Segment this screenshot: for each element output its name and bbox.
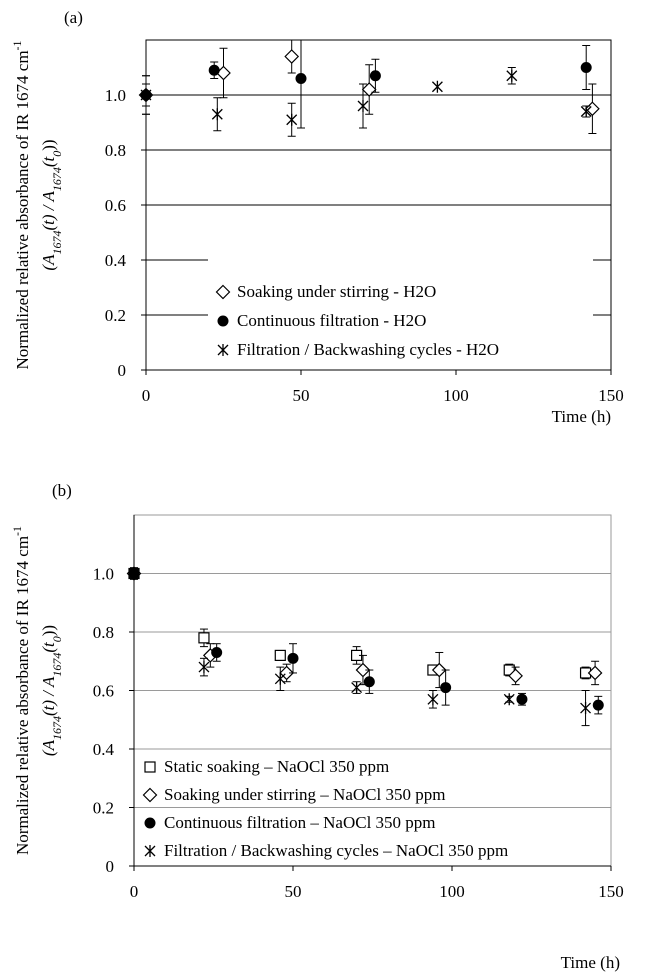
series-3 <box>140 67 592 137</box>
data-point <box>431 662 447 678</box>
x-tick-label: 150 <box>598 882 624 901</box>
y-tick-label: 0.6 <box>105 196 126 215</box>
data-point <box>287 652 299 664</box>
legend: Soaking under stirring - H2O Continuous f… <box>215 282 499 359</box>
series-1 <box>128 567 592 680</box>
data-point <box>580 62 592 73</box>
legend-entry: Continuous filtration – NaOCl 350 ppm <box>164 813 436 832</box>
legend-marker <box>144 817 156 829</box>
y-axis-label: Normalized relative absorbance of IR 167… <box>10 526 32 855</box>
y-tick-label: 0.4 <box>93 740 115 759</box>
y-tick-label: 0 <box>118 361 127 380</box>
x-tick-label: 50 <box>285 882 302 901</box>
data-point <box>355 662 371 678</box>
legend-marker <box>215 284 231 300</box>
x-tick-label: 100 <box>439 882 465 901</box>
x-axis-label: Time (h) <box>552 407 611 426</box>
panel-label: (b) <box>52 481 72 500</box>
data-point <box>274 672 286 685</box>
chart-panel-b: (b) 0 0.2 0.4 0.6 0.8 1.0 0 50 100 150 Time (h) Norm… <box>10 481 624 972</box>
y-tick-label: 0.6 <box>93 682 114 701</box>
series-1 <box>138 39 600 134</box>
legend-marker <box>144 761 156 773</box>
data-point <box>427 693 439 706</box>
data-point <box>506 69 518 82</box>
data-point <box>295 73 307 84</box>
data-point <box>198 661 210 674</box>
y-tick-label: 0.8 <box>93 623 114 642</box>
y-tick-label: 0.4 <box>105 251 127 270</box>
data-point <box>592 699 604 711</box>
legend-entry: Soaking under stirring – NaOCl 350 ppm <box>164 785 445 804</box>
legend-entry: Filtration / Backwashing cycles – NaOCl … <box>164 841 508 860</box>
data-point <box>211 646 223 658</box>
data-point <box>580 702 592 715</box>
data-point <box>357 100 369 112</box>
panel-label: (a) <box>64 8 83 27</box>
data-point <box>208 64 220 76</box>
legend-marker <box>217 315 229 327</box>
data-point <box>508 668 523 684</box>
y-tick-label: 1.0 <box>93 565 114 584</box>
y-tick-label: 0.2 <box>93 799 114 818</box>
data-point <box>351 681 363 694</box>
data-point <box>274 649 286 662</box>
chart-panel-a: (a) 0 0.2 0.4 0.6 0.8 1.0 0 50 100 150 Time (h) Norm… <box>10 8 624 426</box>
y-tick-label: 0.8 <box>105 141 126 160</box>
data-point <box>284 49 300 64</box>
x-tick-label: 150 <box>598 386 624 405</box>
data-point <box>516 693 528 705</box>
data-point <box>140 89 152 101</box>
data-point <box>286 113 298 126</box>
x-tick-label: 0 <box>142 386 151 405</box>
gridlines <box>134 573 611 808</box>
x-tick-label: 0 <box>130 882 139 901</box>
legend-entry: Soaking under stirring - H2O <box>237 282 436 301</box>
y-tick-label: 0 <box>106 857 115 876</box>
legend-entry: Continuous filtration - H2O <box>237 311 426 330</box>
legend-entry: Static soaking – NaOCl 350 ppm <box>164 757 389 776</box>
y-tick-label: 1.0 <box>105 86 126 105</box>
data-point <box>363 676 375 688</box>
legend: Static soaking – NaOCl 350 ppm Soaking un… <box>142 757 508 860</box>
x-tick-label: 100 <box>443 386 469 405</box>
data-point <box>198 632 210 644</box>
series-4 <box>128 567 592 727</box>
x-axis-label: Time (h) <box>561 953 620 972</box>
legend-marker <box>142 787 158 803</box>
data-point <box>128 567 140 580</box>
data-point <box>587 665 603 681</box>
y-axis-label: Normalized relative absorbance of IR 167… <box>10 40 32 369</box>
legend-entry: Filtration / Backwashing cycles - H2O <box>237 340 499 359</box>
data-point <box>503 693 515 706</box>
y-axis-label-formula: (A1674(t) / A1674(t0)) <box>39 625 64 756</box>
x-tick-label: 50 <box>293 386 310 405</box>
legend-marker <box>144 845 156 857</box>
y-axis-label-formula: (A1674(t) / A1674(t0)) <box>39 139 64 270</box>
legend-marker <box>217 344 229 356</box>
data-point <box>580 105 592 118</box>
data-point <box>369 70 381 82</box>
data-point <box>211 108 223 121</box>
data-point <box>431 80 443 93</box>
data-point <box>440 682 452 694</box>
series-2 <box>126 566 603 689</box>
data-point <box>361 82 377 97</box>
y-tick-label: 0.2 <box>105 306 126 325</box>
